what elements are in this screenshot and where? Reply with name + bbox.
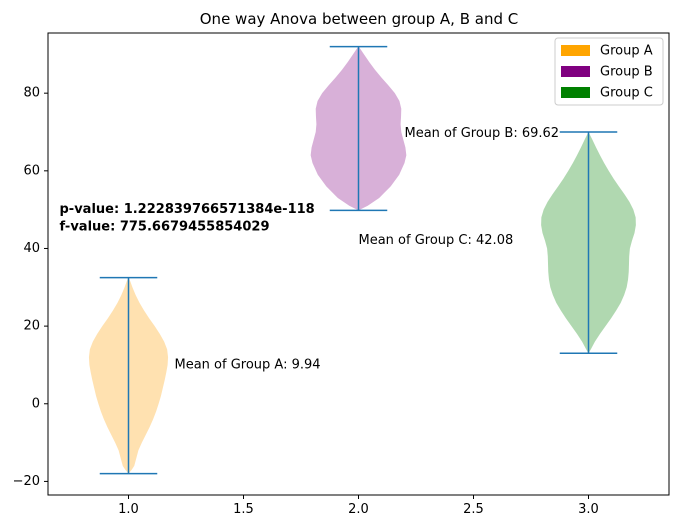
x-tick-label: 1.0: [118, 502, 139, 517]
legend-items: Group A Group B Group C: [561, 44, 653, 101]
y-tick-label: 20: [23, 319, 40, 334]
legend-label-group-b: Group B: [600, 65, 653, 80]
plot-area: Mean of Group A: 9.94 Mean of Group B: 6…: [60, 45, 636, 475]
violins: [88, 46, 636, 474]
y-tick-label: −20: [13, 474, 40, 489]
x-tick-label: 3.0: [578, 502, 599, 517]
x-tick-label: 2.0: [348, 502, 369, 517]
legend-swatch-group-c: [561, 87, 590, 98]
legend[interactable]: Group A Group B Group C: [554, 37, 664, 106]
y-tick-label: 80: [23, 86, 40, 101]
legend-label-group-a: Group A: [600, 44, 653, 59]
legend-swatch-group-a: [561, 45, 590, 56]
y-tick-label: 0: [32, 396, 40, 411]
annotations: Mean of Group A: 9.94 Mean of Group B: 6…: [175, 126, 560, 373]
p-value-label: p-value: 1.222839766571384e-118: [60, 202, 315, 217]
anova-stats: p-value: 1.222839766571384e-118 f-value:…: [60, 202, 315, 234]
mean-label-group-a: Mean of Group A: 9.94: [175, 358, 321, 373]
y-tick-label: 40: [23, 241, 40, 256]
mean-label-group-b: Mean of Group B: 69.62: [405, 126, 560, 141]
whiskers: [99, 45, 618, 475]
x-tick-label: 2.5: [463, 502, 484, 517]
y-axis: −20 0 20 40 60 80: [13, 86, 48, 489]
legend-label-group-c: Group C: [600, 86, 653, 101]
x-tick-label: 1.5: [233, 502, 254, 517]
legend-swatch-group-b: [561, 66, 590, 77]
chart-title: One way Anova between group A, B and C: [200, 10, 518, 28]
mean-label-group-c: Mean of Group C: 42.08: [359, 233, 514, 248]
f-value-label: f-value: 775.6679455854029: [60, 220, 270, 235]
y-tick-label: 60: [23, 163, 40, 178]
x-axis: 1.0 1.5 2.0 2.5 3.0: [118, 495, 599, 517]
